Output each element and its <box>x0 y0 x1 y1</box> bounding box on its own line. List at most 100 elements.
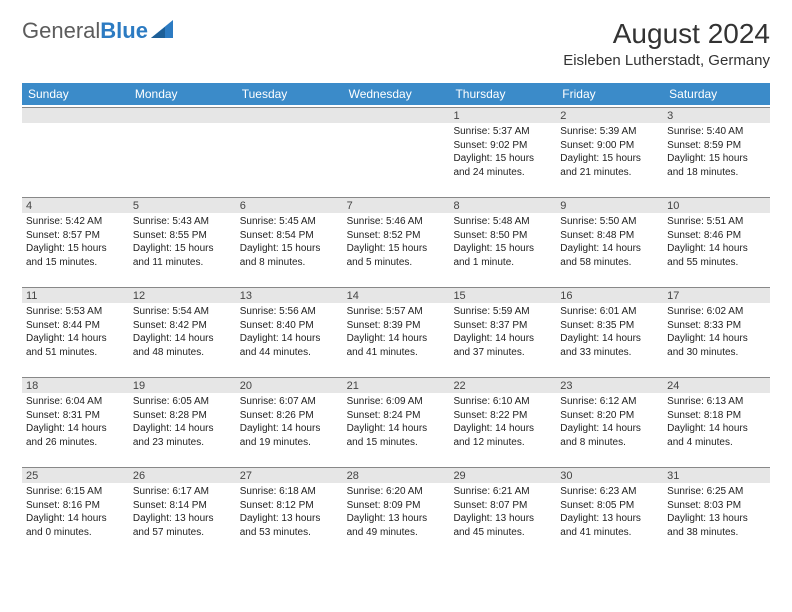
day-cell: 25Sunrise: 6:15 AMSunset: 8:16 PMDayligh… <box>22 465 129 555</box>
sunrise-text: Sunrise: 5:54 AM <box>133 305 232 319</box>
title-block: August 2024 Eisleben Lutherstadt, German… <box>563 18 770 69</box>
weeks-container: 1 Sunrise: 5:37 AMSunset: 9:02 PMDaylight… <box>22 105 770 555</box>
sunrise-text: Sunrise: 5:51 AM <box>667 215 766 229</box>
day-cell <box>22 105 129 195</box>
day-detail: Sunrise: 5:46 AMSunset: 8:52 PMDaylight:… <box>347 215 446 269</box>
sunrise-text: Sunrise: 5:43 AM <box>133 215 232 229</box>
sunrise-text: Sunrise: 6:21 AM <box>453 485 552 499</box>
day-number: 2 <box>556 107 663 123</box>
day-detail: Sunrise: 5:56 AMSunset: 8:40 PMDaylight:… <box>240 305 339 359</box>
day-number: 19 <box>129 377 236 393</box>
weekday-header: Sunday <box>22 83 129 105</box>
daylight-text: Daylight: 14 hours and 0 minutes. <box>26 512 125 539</box>
day-number <box>343 107 450 123</box>
sunset-text: Sunset: 8:55 PM <box>133 229 232 243</box>
sunrise-text: Sunrise: 6:20 AM <box>347 485 446 499</box>
day-cell: 1 Sunrise: 5:37 AMSunset: 9:02 PMDaylight… <box>449 105 556 195</box>
sunrise-text: Sunrise: 5:56 AM <box>240 305 339 319</box>
daylight-text: Daylight: 14 hours and 15 minutes. <box>347 422 446 449</box>
day-number: 5 <box>129 197 236 213</box>
sunrise-text: Sunrise: 5:57 AM <box>347 305 446 319</box>
sunrise-text: Sunrise: 5:50 AM <box>560 215 659 229</box>
sunset-text: Sunset: 8:39 PM <box>347 319 446 333</box>
day-cell: 15 Sunrise: 5:59 AMSunset: 8:37 PMDayligh… <box>449 285 556 375</box>
sunset-text: Sunset: 8:26 PM <box>240 409 339 423</box>
day-detail: Sunrise: 5:37 AMSunset: 9:02 PMDaylight:… <box>453 125 552 179</box>
day-detail: Sunrise: 5:45 AMSunset: 8:54 PMDaylight:… <box>240 215 339 269</box>
sunrise-text: Sunrise: 5:39 AM <box>560 125 659 139</box>
day-detail: Sunrise: 6:12 AMSunset: 8:20 PMDaylight:… <box>560 395 659 449</box>
sunset-text: Sunset: 9:02 PM <box>453 139 552 153</box>
sunset-text: Sunset: 8:31 PM <box>26 409 125 423</box>
sunrise-text: Sunrise: 5:48 AM <box>453 215 552 229</box>
daylight-text: Daylight: 15 hours and 18 minutes. <box>667 152 766 179</box>
day-number: 23 <box>556 377 663 393</box>
daylight-text: Daylight: 14 hours and 12 minutes. <box>453 422 552 449</box>
day-detail: Sunrise: 5:48 AMSunset: 8:50 PMDaylight:… <box>453 215 552 269</box>
day-cell <box>129 105 236 195</box>
logo-text-blue: Blue <box>100 18 148 44</box>
day-detail: Sunrise: 6:20 AMSunset: 8:09 PMDaylight:… <box>347 485 446 539</box>
daylight-text: Daylight: 13 hours and 53 minutes. <box>240 512 339 539</box>
week-row: 4Sunrise: 5:42 AMSunset: 8:57 PMDaylight… <box>22 195 770 285</box>
day-cell: 27Sunrise: 6:18 AMSunset: 8:12 PMDayligh… <box>236 465 343 555</box>
daylight-text: Daylight: 14 hours and 58 minutes. <box>560 242 659 269</box>
sunrise-text: Sunrise: 5:46 AM <box>347 215 446 229</box>
sunset-text: Sunset: 8:42 PM <box>133 319 232 333</box>
day-number: 12 <box>129 287 236 303</box>
weekday-header: Wednesday <box>343 83 450 105</box>
daylight-text: Daylight: 15 hours and 21 minutes. <box>560 152 659 179</box>
day-number: 8 <box>449 197 556 213</box>
daylight-text: Daylight: 13 hours and 38 minutes. <box>667 512 766 539</box>
sunset-text: Sunset: 8:48 PM <box>560 229 659 243</box>
day-cell: 28Sunrise: 6:20 AMSunset: 8:09 PMDayligh… <box>343 465 450 555</box>
sunset-text: Sunset: 8:03 PM <box>667 499 766 513</box>
logo-text-general: General <box>22 18 100 44</box>
sunrise-text: Sunrise: 6:18 AM <box>240 485 339 499</box>
day-cell: 22Sunrise: 6:10 AMSunset: 8:22 PMDayligh… <box>449 375 556 465</box>
day-cell: 19 Sunrise: 6:05 AMSunset: 8:28 PMDayligh… <box>129 375 236 465</box>
day-number: 3 <box>663 107 770 123</box>
logo-triangle-icon <box>151 18 173 44</box>
day-cell: 16Sunrise: 6:01 AMSunset: 8:35 PMDayligh… <box>556 285 663 375</box>
sunrise-text: Sunrise: 5:40 AM <box>667 125 766 139</box>
day-cell: 29Sunrise: 6:21 AMSunset: 8:07 PMDayligh… <box>449 465 556 555</box>
day-cell <box>343 105 450 195</box>
sunrise-text: Sunrise: 6:15 AM <box>26 485 125 499</box>
daylight-text: Daylight: 14 hours and 44 minutes. <box>240 332 339 359</box>
sunrise-text: Sunrise: 6:04 AM <box>26 395 125 409</box>
day-cell: 11Sunrise: 5:53 AMSunset: 8:44 PMDayligh… <box>22 285 129 375</box>
daylight-text: Daylight: 14 hours and 19 minutes. <box>240 422 339 449</box>
sunset-text: Sunset: 8:44 PM <box>26 319 125 333</box>
sunrise-text: Sunrise: 6:02 AM <box>667 305 766 319</box>
day-number: 30 <box>556 467 663 483</box>
day-number: 4 <box>22 197 129 213</box>
day-number: 15 <box>449 287 556 303</box>
daylight-text: Daylight: 15 hours and 8 minutes. <box>240 242 339 269</box>
weekday-header: Tuesday <box>236 83 343 105</box>
day-cell: 17Sunrise: 6:02 AMSunset: 8:33 PMDayligh… <box>663 285 770 375</box>
day-detail: Sunrise: 5:59 AMSunset: 8:37 PMDaylight:… <box>453 305 552 359</box>
day-cell: 10Sunrise: 5:51 AMSunset: 8:46 PMDayligh… <box>663 195 770 285</box>
day-detail: Sunrise: 6:18 AMSunset: 8:12 PMDaylight:… <box>240 485 339 539</box>
day-number: 1 <box>449 107 556 123</box>
day-number: 17 <box>663 287 770 303</box>
day-number: 31 <box>663 467 770 483</box>
daylight-text: Daylight: 14 hours and 41 minutes. <box>347 332 446 359</box>
sunrise-text: Sunrise: 5:45 AM <box>240 215 339 229</box>
day-detail: Sunrise: 5:43 AMSunset: 8:55 PMDaylight:… <box>133 215 232 269</box>
daylight-text: Daylight: 14 hours and 55 minutes. <box>667 242 766 269</box>
sunset-text: Sunset: 9:00 PM <box>560 139 659 153</box>
daylight-text: Daylight: 14 hours and 33 minutes. <box>560 332 659 359</box>
day-number: 10 <box>663 197 770 213</box>
day-number: 14 <box>343 287 450 303</box>
sunrise-text: Sunrise: 5:59 AM <box>453 305 552 319</box>
day-cell: 2 Sunrise: 5:39 AMSunset: 9:00 PMDaylight… <box>556 105 663 195</box>
day-detail: Sunrise: 6:05 AMSunset: 8:28 PMDaylight:… <box>133 395 232 449</box>
daylight-text: Daylight: 15 hours and 1 minute. <box>453 242 552 269</box>
week-row: 25Sunrise: 6:15 AMSunset: 8:16 PMDayligh… <box>22 465 770 555</box>
day-detail: Sunrise: 5:54 AMSunset: 8:42 PMDaylight:… <box>133 305 232 359</box>
sunset-text: Sunset: 8:24 PM <box>347 409 446 423</box>
day-cell: 31Sunrise: 6:25 AMSunset: 8:03 PMDayligh… <box>663 465 770 555</box>
week-row: 11Sunrise: 5:53 AMSunset: 8:44 PMDayligh… <box>22 285 770 375</box>
